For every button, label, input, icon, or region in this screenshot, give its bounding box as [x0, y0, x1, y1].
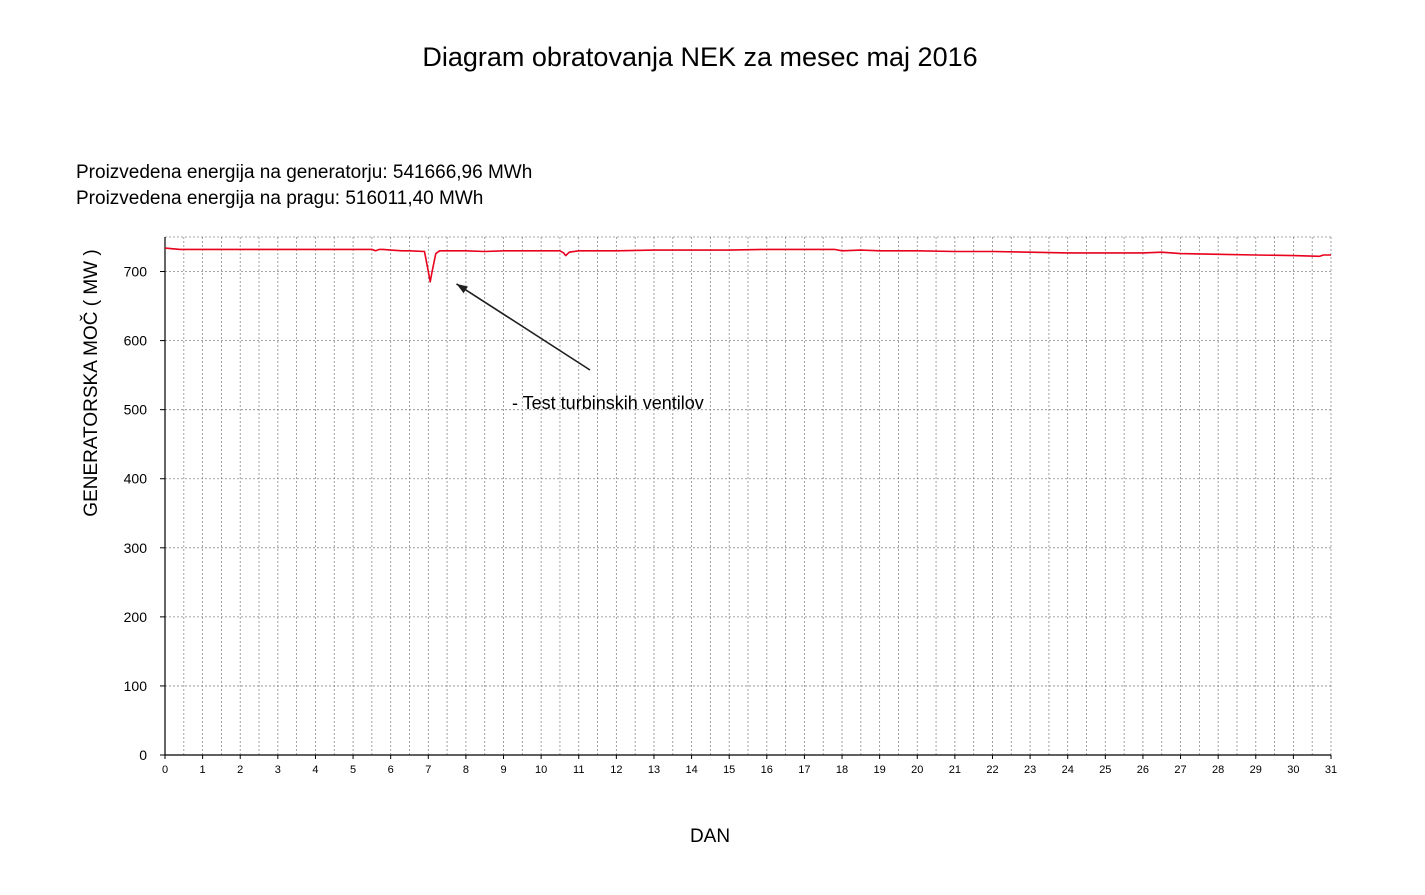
x-tick-label: 15 — [723, 764, 735, 776]
x-tick-label: 28 — [1212, 764, 1224, 776]
x-tick-label: 1 — [200, 764, 206, 776]
x-tick-label: 17 — [798, 764, 810, 776]
x-tick-label: 5 — [350, 764, 356, 776]
y-tick-label: 700 — [124, 264, 148, 280]
x-tick-label: 23 — [1024, 764, 1036, 776]
x-tick-label: 20 — [911, 764, 923, 776]
annotation-text: - Test turbinskih ventilov — [512, 393, 704, 413]
x-tick-label: 30 — [1287, 764, 1299, 776]
x-tick-label: 25 — [1099, 764, 1111, 776]
chart-title: Diagram obratovanja NEK za mesec maj 201… — [422, 42, 977, 72]
x-tick-label: 9 — [500, 764, 506, 776]
x-tick-label: 26 — [1137, 764, 1149, 776]
y-tick-label: 300 — [124, 540, 148, 556]
x-tick-label: 11 — [573, 764, 584, 776]
y-tick-label: 100 — [124, 678, 148, 694]
x-tick-label: 22 — [986, 764, 998, 776]
energy-threshold-text: Proizvedena energija na pragu: 516011,40… — [76, 188, 483, 209]
x-tick-label: 0 — [162, 764, 168, 776]
axes — [160, 237, 1332, 759]
energy-generator-text: Proizvedena energija na generatorju: 541… — [76, 162, 532, 183]
x-tick-label: 31 — [1325, 764, 1337, 776]
x-tick-label: 18 — [836, 764, 848, 776]
x-tick-label: 8 — [463, 764, 469, 776]
y-tick-label: 200 — [124, 609, 148, 625]
series-layer — [164, 247, 1331, 283]
x-tick-label: 29 — [1250, 764, 1262, 776]
x-axis-label: DAN — [690, 826, 730, 847]
x-tick-label: 7 — [425, 764, 431, 776]
x-tick-label: 19 — [874, 764, 886, 776]
x-tick-label: 4 — [312, 764, 318, 776]
y-tick-label: 600 — [124, 333, 148, 349]
x-tick-label: 21 — [949, 764, 961, 776]
series-line-generator-power — [164, 247, 1331, 283]
x-tick-label: 13 — [648, 764, 660, 776]
x-tick-label: 12 — [610, 764, 622, 776]
x-tick-label: 16 — [761, 764, 773, 776]
annotation-arrow-head — [456, 283, 468, 294]
plot-area — [165, 237, 1331, 755]
x-tick-label: 10 — [535, 764, 547, 776]
annotation-arrow — [456, 283, 591, 371]
x-tick-label: 2 — [237, 764, 243, 776]
y-tick-labels: 0 100 200 300 400 500 600 700 — [124, 264, 148, 763]
x-tick-label: 14 — [685, 764, 697, 776]
annotation-layer: - Test turbinskih ventilov — [456, 283, 704, 413]
x-tick-label: 6 — [388, 764, 394, 776]
x-tick-label: 24 — [1062, 764, 1074, 776]
x-tick-label: 27 — [1174, 764, 1186, 776]
y-tick-label: 400 — [124, 471, 148, 487]
y-axis-label: GENERATORSKA MOČ ( MW ) — [80, 249, 102, 516]
y-tick-label: 0 — [139, 747, 147, 763]
y-tick-label: 500 — [124, 402, 148, 418]
x-tick-labels: 0 1 2 3 4 5 6 7 8 9 10 11 12 13 14 15 16 17 18 19 20 21 22 23 24… — [162, 764, 1337, 776]
x-tick-label: 3 — [275, 764, 281, 776]
